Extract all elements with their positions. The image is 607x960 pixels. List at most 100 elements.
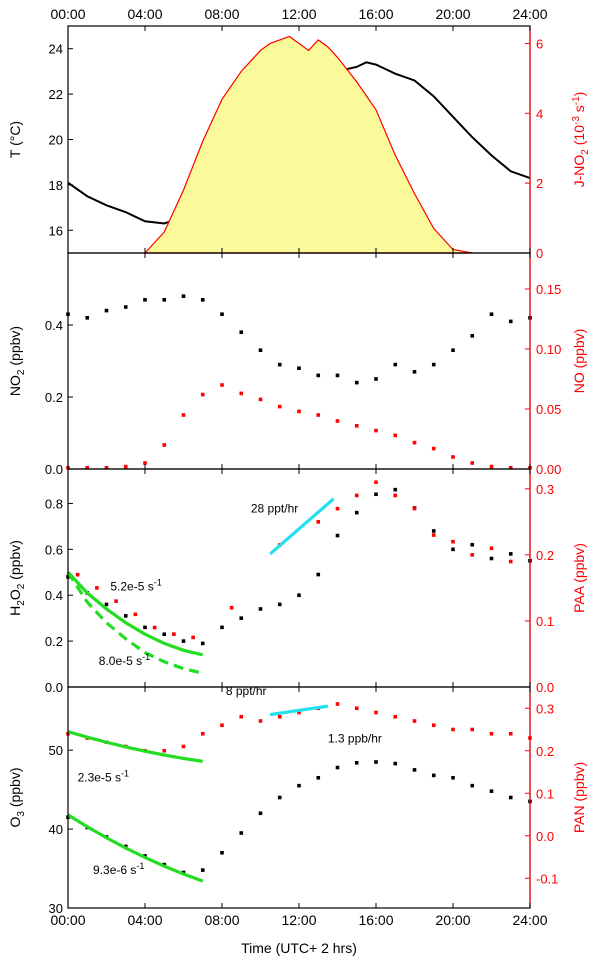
data-point-left-series <box>489 312 494 316</box>
x-tick-label-bottom: 00:00 <box>50 912 85 928</box>
data-point-left-series <box>374 492 378 497</box>
y-axis-label-right: PAN (ppbv) <box>571 762 587 833</box>
data-point-right-series <box>335 702 340 706</box>
data-point-left-series <box>316 775 321 780</box>
data-point-right-series <box>393 493 398 498</box>
data-point-right-series <box>258 719 263 723</box>
data-point-right-series <box>431 723 436 728</box>
y-axis-label-left: NO2 (ppbv) <box>7 326 27 396</box>
data-point-right-series <box>133 612 138 617</box>
fit-line-1 <box>66 571 204 657</box>
data-point-left-series <box>354 760 359 765</box>
data-point-left-series <box>393 487 398 492</box>
data-point-left-series <box>239 831 244 835</box>
fit-line-2 <box>67 813 204 883</box>
data-point-right-series <box>354 493 359 498</box>
data-point-right-series <box>104 466 109 470</box>
y-tick-label-right: 0.1 <box>536 614 554 629</box>
data-point-left-series <box>104 602 109 607</box>
data-point-right-series <box>162 748 167 753</box>
data-point-left-series <box>297 593 301 598</box>
data-point-right-series <box>431 446 436 451</box>
x-tick-label-top: 08:00 <box>204 6 239 22</box>
data-point-left-series <box>220 312 224 316</box>
data-point-right-series <box>470 553 475 557</box>
data-point-right-series <box>431 533 436 537</box>
data-point-right-series <box>508 731 513 736</box>
data-point-right-series <box>489 731 494 736</box>
y-tick-label-left: 50 <box>49 743 63 758</box>
y-tick-label-left: 0.4 <box>45 588 63 603</box>
data-point-left-series <box>354 510 359 515</box>
fit-line-3 <box>269 704 329 717</box>
y-tick-label-left: 18 <box>49 178 63 193</box>
data-point-right-series <box>297 710 301 715</box>
data-point-left-series <box>85 316 90 320</box>
x-tick-label-top: 20:00 <box>435 6 470 22</box>
data-point-left-series <box>431 529 436 533</box>
data-point-left-series <box>489 556 494 561</box>
data-point-right-series <box>229 605 234 610</box>
data-point-left-series <box>374 377 378 381</box>
data-point-right-series <box>393 433 398 438</box>
rate-annotation: 1.3 ppb/hr <box>328 731 382 745</box>
y-axis-label-left: O3 (ppbv) <box>7 767 27 827</box>
data-point-left-series <box>451 775 455 780</box>
data-point-right-series <box>95 586 99 590</box>
data-point-right-series <box>191 635 195 640</box>
jno2-area <box>143 35 473 254</box>
y-tick-label-left: 40 <box>49 822 63 837</box>
data-point-left-series <box>508 319 513 324</box>
data-point-right-series <box>316 413 321 417</box>
x-tick-label-bottom: 04:00 <box>127 912 162 928</box>
data-point-left-series <box>431 362 436 367</box>
rate-annotation: 28 ppt/hr <box>251 502 298 516</box>
data-point-right-series <box>114 599 118 603</box>
data-point-left-series <box>200 298 205 302</box>
data-point-right-series <box>220 383 224 387</box>
y-axis-label-left: T (°C) <box>7 121 23 158</box>
rate-annotation: 9.3e-6 s-1 <box>93 861 144 877</box>
data-point-right-series <box>508 466 513 470</box>
data-point-right-series <box>412 506 417 511</box>
data-point-left-series <box>123 614 128 618</box>
data-point-left-series <box>200 868 205 872</box>
y-tick-label-right: -0.1 <box>536 871 558 886</box>
data-point-right-series <box>162 443 167 447</box>
x-tick-label-bottom: 12:00 <box>281 912 316 928</box>
data-point-right-series <box>451 727 455 732</box>
data-point-right-series <box>316 520 321 524</box>
data-point-right-series <box>374 428 378 433</box>
x-tick-label-top: 12:00 <box>281 6 316 22</box>
data-point-left-series <box>162 298 167 302</box>
y-tick-label-right: 0.0 <box>536 680 554 695</box>
data-point-right-series <box>200 392 205 397</box>
data-point-left-series <box>489 789 494 793</box>
data-point-left-series <box>508 795 513 800</box>
data-point-right-series <box>143 461 147 465</box>
data-point-left-series <box>220 625 224 630</box>
data-point-right-series <box>508 559 513 564</box>
x-tick-label-top: 04:00 <box>127 6 162 22</box>
data-point-left-series <box>104 308 109 313</box>
data-point-left-series <box>470 783 475 788</box>
x-tick-label-bottom: 20:00 <box>435 912 470 928</box>
data-point-right-series <box>489 464 494 469</box>
data-point-right-series <box>470 461 475 465</box>
data-point-right-series <box>354 706 359 711</box>
y-tick-label-left: 0.2 <box>45 390 63 405</box>
y-axis-label-right: J-NO2 (10-3 s-1) <box>571 92 591 188</box>
data-point-right-series <box>412 719 417 723</box>
rate-annotation: 2.3e-5 s-1 <box>78 769 129 785</box>
data-point-right-series <box>220 723 224 728</box>
data-point-left-series <box>470 334 475 338</box>
x-tick-label-top: 24:00 <box>512 6 547 22</box>
data-point-right-series <box>172 632 176 636</box>
y-tick-label-right: 6 <box>536 36 543 51</box>
x-tick-label-bottom: 24:00 <box>512 912 547 928</box>
x-tick-label-top: 16:00 <box>358 6 393 22</box>
fit-line-2 <box>66 571 204 675</box>
data-point-left-series <box>316 373 321 378</box>
y-tick-label-right: 0.2 <box>536 744 554 759</box>
data-point-right-series <box>85 466 90 470</box>
